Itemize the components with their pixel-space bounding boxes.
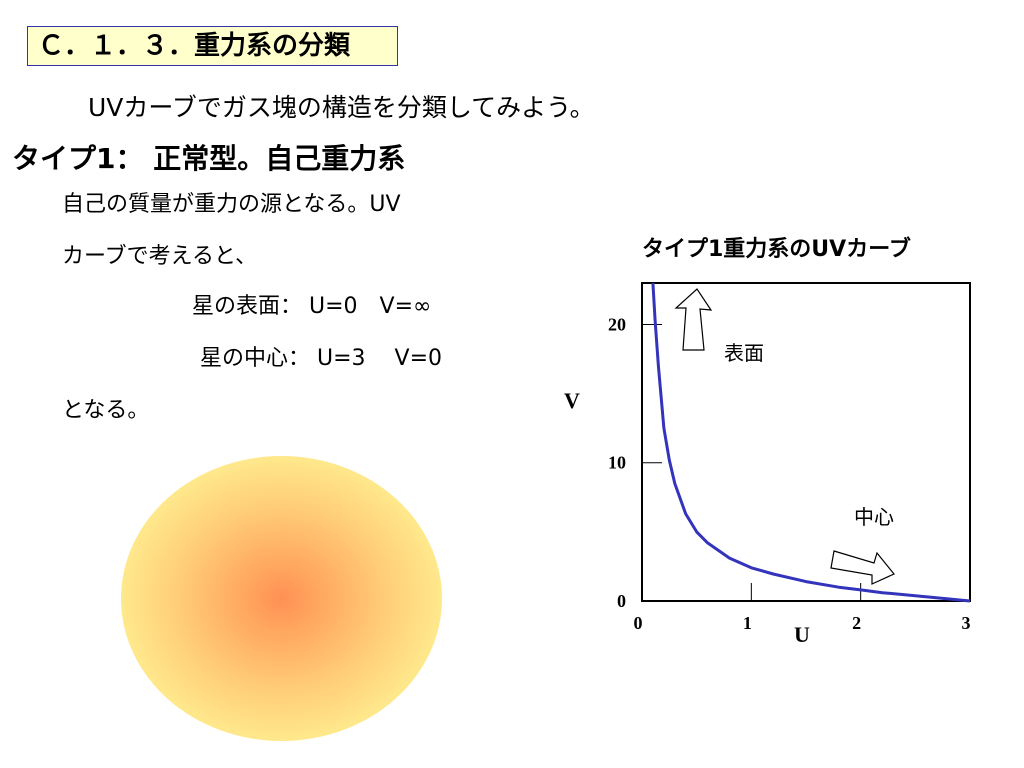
description-line-1: 自己の質量が重力の源となる。UV: [62, 192, 401, 217]
surface-condition: 星の表面： U=0 V=∞: [192, 294, 432, 319]
section-title: Ｃ．１．３．重力系の分類: [27, 26, 398, 66]
y-tick-label: 20: [608, 314, 626, 334]
x-tick-label: 1: [743, 613, 752, 633]
y-tick-label: 10: [608, 453, 626, 473]
uv-curve-line: [651, 282, 971, 603]
y-tick-label: 0: [617, 591, 626, 611]
surface-annotation: 表面: [724, 341, 764, 365]
y-axis-label: V: [564, 388, 580, 413]
intro-text: UVカーブでガス塊の構造を分類してみよう。: [88, 93, 595, 122]
surface-arrow-icon: [674, 288, 713, 351]
plot-frame: [641, 282, 971, 602]
x-tick-label: 3: [962, 613, 971, 633]
x-tick-label: 0: [634, 613, 643, 633]
description-line-2: カーブで考えると、: [62, 244, 258, 269]
result-text: となる。: [62, 398, 150, 423]
type-heading: タイプ1： 正常型。自己重力系: [12, 142, 406, 175]
chart-title: タイプ1重力系のUVカーブ: [642, 237, 911, 262]
center-arrow-icon: [830, 550, 895, 585]
x-axis-label: U: [794, 622, 810, 647]
center-condition: 星の中心： U=3 V=0: [200, 346, 443, 371]
center-annotation: 中心: [854, 505, 894, 529]
star-gradient-image: [121, 456, 442, 741]
x-tick-label: 2: [852, 613, 861, 633]
